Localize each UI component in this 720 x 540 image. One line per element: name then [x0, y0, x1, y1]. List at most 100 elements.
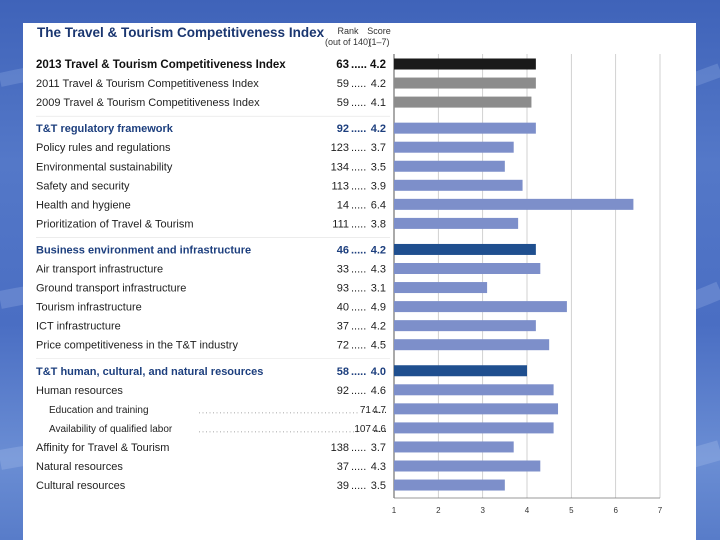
- row-score: 4.2: [371, 123, 386, 135]
- chart-row: Prioritization of Travel & Tourism 111...…: [36, 217, 519, 230]
- row-rank: 138: [331, 442, 349, 454]
- bar: [394, 479, 505, 491]
- bar: [394, 217, 519, 229]
- chart-rows: 2013 Travel & Tourism Competitiveness In…: [36, 58, 634, 492]
- row-rank: 72: [337, 340, 349, 352]
- chart-row: Safety and security 113..... 3.9: [36, 179, 523, 192]
- row-score: 4.5: [371, 340, 386, 352]
- chart-row: ICT infrastructure 37..... 4.2: [36, 320, 536, 333]
- row-separator: .....: [351, 283, 366, 295]
- row-rank: 71: [360, 405, 372, 416]
- row-rank: 14: [337, 199, 349, 211]
- row-separator: .....: [351, 78, 366, 90]
- chart-row: Tourism infrastructure 40..... 4.9: [36, 301, 567, 314]
- row-label: ICT infrastructure: [36, 321, 121, 333]
- row-rank: 46: [337, 244, 349, 256]
- row-label: Business environment and infrastructure: [36, 244, 251, 256]
- score-header: Score: [367, 26, 391, 36]
- row-score: 3.1: [371, 283, 386, 295]
- row-rank: 93: [337, 283, 349, 295]
- row-separator: .....: [373, 424, 387, 435]
- x-axis-ticks: 1 2 3 4 5 6 7: [392, 497, 663, 515]
- row-label: 2011 Travel & Tourism Competitiveness In…: [36, 78, 259, 90]
- chart-row: 2009 Travel & Tourism Competitiveness In…: [36, 96, 532, 109]
- tick-label: 1: [392, 506, 397, 515]
- bar: [394, 339, 550, 351]
- row-rank: 59: [337, 78, 349, 90]
- bar: [394, 198, 634, 210]
- bar: [394, 263, 541, 274]
- row-separator: .....: [351, 218, 366, 230]
- tick-label: 3: [480, 506, 485, 515]
- row-score: 3.9: [371, 180, 386, 192]
- bar: [394, 122, 536, 134]
- row-separator: .....: [351, 244, 366, 256]
- row-separator: .....: [351, 97, 366, 109]
- row-label: Prioritization of Travel & Tourism: [36, 218, 194, 230]
- chart-panel: The Travel & Tourism Competitiveness Ind…: [23, 23, 696, 540]
- row-rank: 39: [337, 480, 349, 492]
- row-rank: 92: [337, 123, 349, 135]
- row-score: 4.2: [371, 244, 386, 256]
- bar: [394, 58, 536, 70]
- rank-header: Rank: [337, 26, 359, 36]
- bar: [394, 77, 536, 89]
- row-label: Air transport infrastructure: [36, 264, 163, 276]
- bar: [394, 301, 567, 313]
- row-rank: 59: [337, 97, 349, 109]
- row-separator: .....: [351, 302, 366, 314]
- row-score: 3.7: [371, 442, 386, 454]
- bar: [394, 384, 554, 396]
- row-score: 4.2: [371, 78, 386, 90]
- row-label: Environmental sustainability: [36, 161, 173, 173]
- chart-row: T&T regulatory framework 92..... 4.2: [36, 115, 536, 135]
- row-score: 4.6: [371, 385, 386, 397]
- row-label: Tourism infrastructure: [36, 302, 142, 314]
- row-separator: .....: [351, 461, 366, 473]
- row-rank: 107: [354, 424, 371, 435]
- row-score: 3.5: [371, 161, 386, 173]
- chart-row: Affinity for Travel & Tourism 138..... 3.7: [36, 441, 514, 454]
- row-rank: 40: [337, 302, 349, 314]
- row-label: Ground transport infrastructure: [36, 283, 186, 295]
- row-separator: .....: [351, 264, 366, 276]
- chart-row: Health and hygiene 14..... 6.4: [36, 198, 634, 211]
- row-separator: .....: [351, 366, 366, 378]
- row-separator: .....: [351, 340, 366, 352]
- row-separator: .....: [351, 59, 367, 71]
- chart-row: Policy rules and regulations 123..... 3.7: [36, 141, 514, 154]
- row-separator: .....: [351, 142, 366, 154]
- score-subheader: (1–7): [368, 37, 389, 47]
- row-score: 3.5: [371, 480, 386, 492]
- row-separator: .....: [351, 442, 366, 454]
- chart-row: T&T human, cultural, and natural resourc…: [36, 358, 527, 378]
- chart-row: Air transport infrastructure 33..... 4.3: [36, 263, 541, 276]
- chart-title: The Travel & Tourism Competitiveness Ind…: [37, 25, 325, 40]
- row-score: 4.7: [372, 405, 386, 416]
- row-label: Cultural resources: [36, 480, 126, 492]
- row-separator: .....: [351, 199, 366, 211]
- row-score: 4.1: [371, 97, 386, 109]
- bar: [394, 141, 514, 153]
- row-rank: 134: [331, 161, 349, 173]
- rank-subheader: (out of 140): [325, 37, 371, 47]
- tick-label: 4: [525, 506, 530, 515]
- chart-row: Business environment and infrastructure 4…: [36, 237, 536, 256]
- row-score: 4.3: [371, 264, 386, 276]
- bar: [394, 365, 527, 377]
- row-label: Affinity for Travel & Tourism: [36, 442, 169, 454]
- row-label: T&T regulatory framework: [36, 123, 174, 135]
- row-rank: 33: [337, 264, 349, 276]
- chart-row: Natural resources 37..... 4.3: [36, 460, 541, 473]
- row-score: 6.4: [371, 199, 386, 211]
- ttci-bar-chart: The Travel & Tourism Competitiveness Ind…: [36, 25, 663, 515]
- chart-row: Human resources 92..... 4.6: [36, 384, 554, 397]
- row-score: 4.6: [372, 424, 386, 435]
- row-score: 4.0: [371, 366, 386, 378]
- row-label: Human resources: [36, 385, 123, 397]
- row-label: T&T human, cultural, and natural resourc…: [36, 366, 263, 378]
- bar: [394, 441, 514, 453]
- row-rank: 63: [336, 59, 349, 71]
- row-label: Price competitiveness in the T&T industr…: [36, 340, 238, 352]
- tick-label: 7: [658, 506, 663, 515]
